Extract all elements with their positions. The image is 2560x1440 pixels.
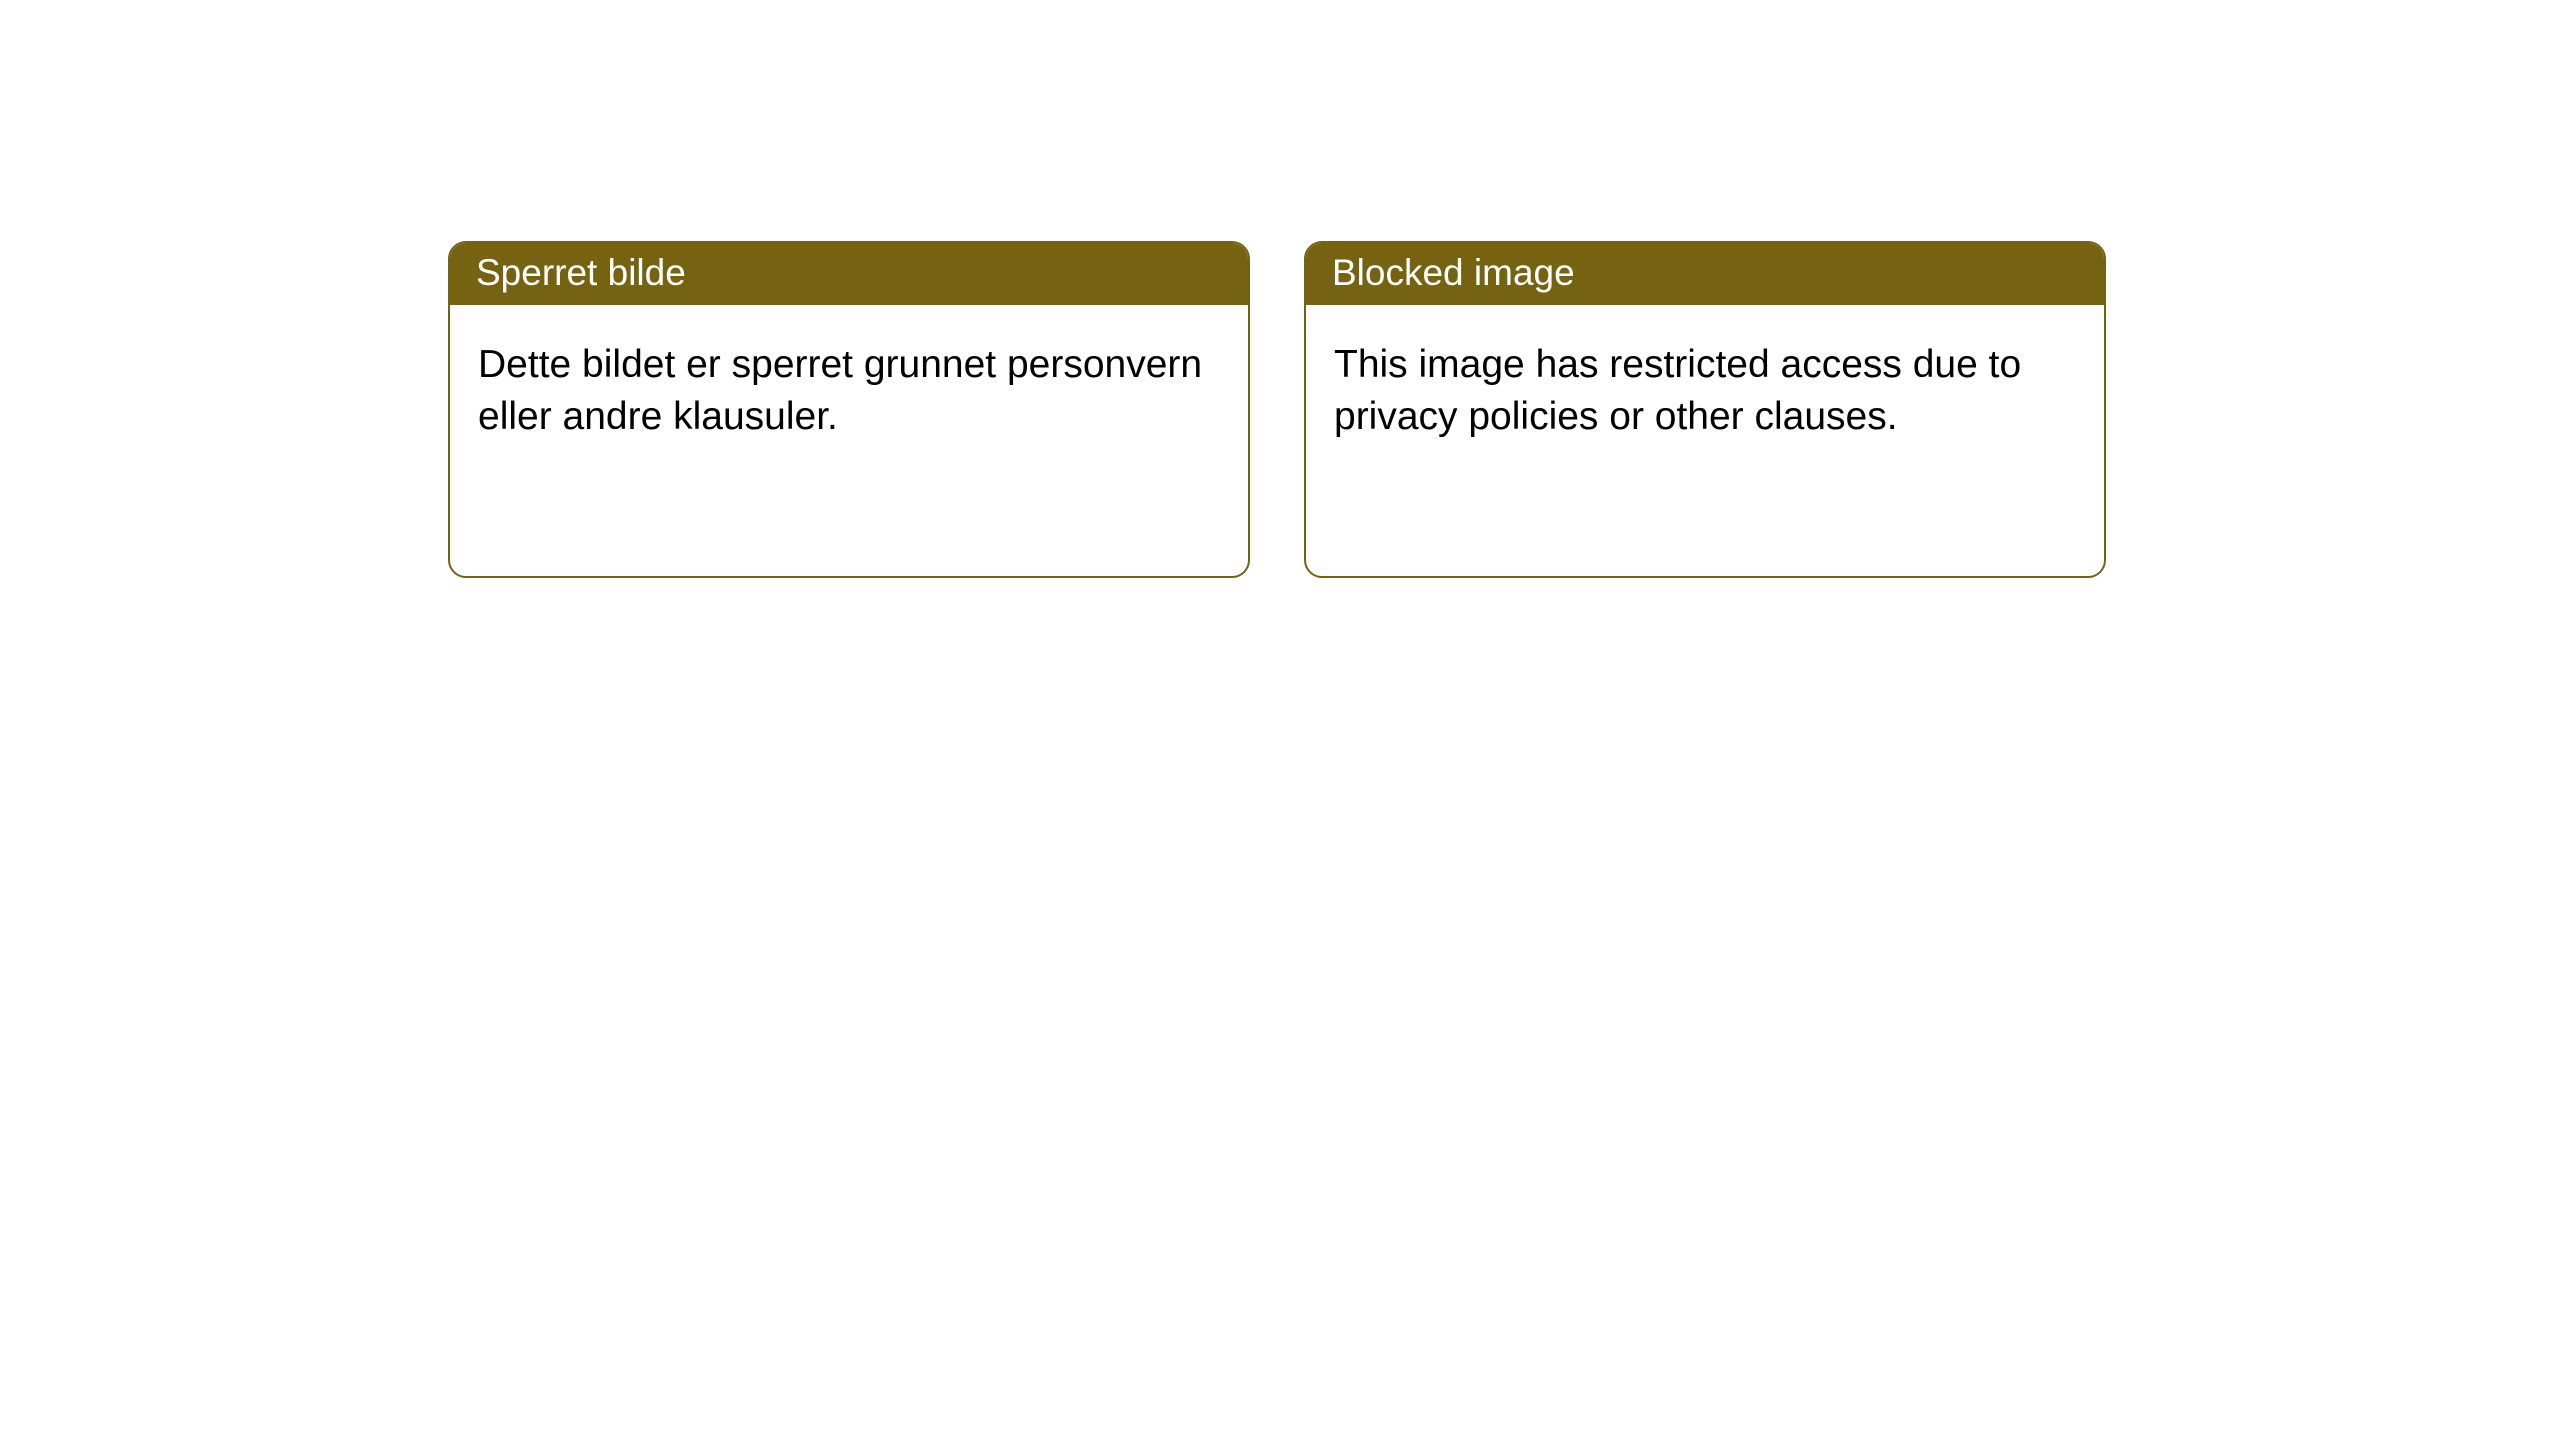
card-header-norwegian: Sperret bilde (450, 243, 1248, 305)
notice-container: Sperret bilde Dette bildet er sperret gr… (0, 0, 2560, 578)
card-header-english: Blocked image (1306, 243, 2104, 305)
blocked-image-card-norwegian: Sperret bilde Dette bildet er sperret gr… (448, 241, 1250, 578)
card-body-english: This image has restricted access due to … (1306, 305, 2104, 476)
blocked-image-card-english: Blocked image This image has restricted … (1304, 241, 2106, 578)
card-body-norwegian: Dette bildet er sperret grunnet personve… (450, 305, 1248, 476)
